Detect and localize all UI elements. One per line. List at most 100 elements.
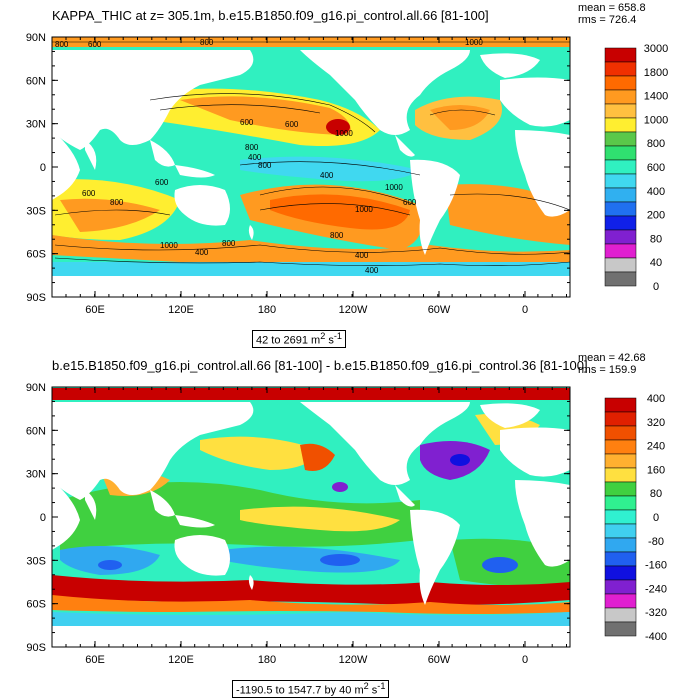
panel2-colorbar-labels: 400 320 240 160 80 0 -80 -160 -240 -320 -400 bbox=[645, 393, 667, 643]
colorbar-label: -400 bbox=[645, 631, 667, 643]
colorbar-label: -320 bbox=[645, 607, 667, 619]
contour-label: 400 bbox=[248, 153, 262, 162]
lon-tick-label: 60W bbox=[428, 654, 451, 666]
panel1-range-label: 42 to 2691 m2 s-1 bbox=[252, 330, 347, 348]
colorbar-swatch bbox=[604, 173, 637, 189]
colorbar-label: 320 bbox=[647, 417, 665, 429]
lat-tick-label: 90S bbox=[26, 292, 46, 304]
lon-tick-label: 120W bbox=[339, 304, 368, 316]
panel1-stats: mean = 658.8 rms = 726.4 bbox=[578, 2, 646, 26]
lat-tick-label: 90N bbox=[26, 32, 46, 44]
panel1-colorbar bbox=[604, 47, 637, 287]
contour-label: 800 bbox=[200, 38, 214, 47]
land-masses bbox=[52, 50, 570, 297]
colorbar-swatch bbox=[604, 243, 637, 259]
colorbar-swatch bbox=[604, 131, 637, 147]
range-text: s bbox=[325, 334, 334, 347]
colorbar-label: -80 bbox=[648, 536, 664, 548]
lat-tick-label: 60N bbox=[26, 75, 46, 87]
contour-label: 1000 bbox=[160, 241, 178, 250]
contour-label: 1000 bbox=[335, 129, 353, 138]
colorbar-swatch bbox=[604, 579, 637, 595]
contour-label: 800 bbox=[245, 143, 259, 152]
colorbar-swatch bbox=[604, 47, 637, 63]
panel2-lat-labels: 90N 60N 30N 0 30S 60S 90S bbox=[26, 382, 46, 654]
colorbar-swatch bbox=[604, 257, 637, 273]
contour-label: 800 bbox=[222, 239, 236, 248]
colorbar-label: 3000 bbox=[644, 43, 668, 55]
range-text: -1190.5 to 1547.7 by 40 m bbox=[236, 684, 364, 697]
contour-label: 600 bbox=[285, 120, 299, 129]
range-text: s bbox=[368, 684, 378, 697]
colorbar-label: 0 bbox=[653, 281, 659, 293]
colorbar-swatch bbox=[604, 467, 637, 483]
contour-label: 400 bbox=[320, 171, 334, 180]
colorbar-swatch bbox=[604, 229, 637, 245]
lon-tick-label: 120W bbox=[339, 654, 368, 666]
contour-label: 600 bbox=[82, 189, 96, 198]
colorbar-label: 1400 bbox=[644, 91, 668, 103]
lon-tick-label: 180 bbox=[258, 654, 276, 666]
colorbar-label: 800 bbox=[647, 138, 665, 150]
panel2-map: 90N 60N 30N 0 30S 60S 90S 60E 120E 180 120W 60W 0 4… bbox=[26, 382, 667, 666]
lon-tick-label: 60W bbox=[428, 304, 451, 316]
colorbar-label: 200 bbox=[647, 210, 665, 222]
lon-tick-label: 120E bbox=[168, 654, 194, 666]
colorbar-swatch bbox=[604, 411, 637, 427]
lon-tick-label: 0 bbox=[522, 304, 528, 316]
colorbar-swatch bbox=[604, 509, 637, 525]
panel1-lon-labels: 60E 120E 180 120W 60W 0 bbox=[85, 304, 528, 316]
lat-tick-label: 90S bbox=[26, 642, 46, 654]
contour-label: 600 bbox=[155, 178, 169, 187]
colorbar-swatch bbox=[604, 61, 637, 77]
contour-label: 1000 bbox=[465, 38, 483, 47]
panel-difference: b.e15.B1850.f09_g16.pi_control.all.66 [8… bbox=[0, 350, 700, 700]
colorbar-label: 80 bbox=[650, 488, 662, 500]
range-sup: -1 bbox=[333, 331, 343, 341]
lat-tick-label: 30S bbox=[26, 205, 46, 217]
colorbar-label: 1000 bbox=[644, 114, 668, 126]
panel1-title: KAPPA_THIC at z= 305.1m, b.e15.B1850.f09… bbox=[52, 8, 489, 23]
contour-lines bbox=[52, 41, 571, 266]
colorbar-swatch bbox=[604, 621, 637, 637]
lon-tick-label: 180 bbox=[258, 304, 276, 316]
lat-tick-label: 60S bbox=[26, 249, 46, 261]
lat-tick-label: 30N bbox=[26, 119, 46, 131]
lat-tick-label: 90N bbox=[26, 382, 46, 394]
colorbar-swatch bbox=[604, 187, 637, 203]
range-text: 42 to 2691 m bbox=[256, 334, 321, 347]
contour-label: 800 bbox=[258, 161, 272, 170]
lon-tick-label: 60E bbox=[85, 304, 105, 316]
range-sup: 2 bbox=[363, 681, 369, 691]
contour-label: 1000 bbox=[355, 205, 373, 214]
colorbar-swatch bbox=[604, 201, 637, 217]
colorbar-label: 600 bbox=[647, 162, 665, 174]
contour-label: 600 bbox=[403, 198, 417, 207]
colorbar-label: -160 bbox=[645, 560, 667, 572]
colorbar-swatch bbox=[604, 271, 637, 287]
contour-label: 800 bbox=[110, 198, 124, 207]
panel2-mean: mean = 42.68 bbox=[578, 352, 646, 364]
colorbar-swatch bbox=[604, 425, 637, 441]
panel2-rms: rms = 159.9 bbox=[578, 364, 637, 376]
colorbar-label: 160 bbox=[647, 464, 665, 476]
panel2-colorbar bbox=[604, 397, 637, 637]
panel1-rms: rms = 726.4 bbox=[578, 14, 637, 26]
colorbar-swatch bbox=[604, 215, 637, 231]
contour-labels: 800 600 800 600 1000 1000 600 800 400 80… bbox=[55, 38, 483, 275]
contour-label: 1000 bbox=[385, 183, 403, 192]
colorbar-swatch bbox=[604, 565, 637, 581]
colorbar-swatch bbox=[604, 89, 637, 105]
colorbar-swatch bbox=[604, 453, 637, 469]
colorbar-label: 1800 bbox=[644, 67, 668, 79]
panel2-stats: mean = 42.68 rms = 159.9 bbox=[578, 352, 646, 376]
panel1-mean: mean = 658.8 bbox=[578, 2, 646, 14]
colorbar-label: 240 bbox=[647, 441, 665, 453]
colorbar-swatch bbox=[604, 145, 637, 161]
contour-label: 600 bbox=[88, 40, 102, 49]
range-sup: -1 bbox=[377, 681, 386, 691]
contour-label: 400 bbox=[355, 251, 369, 260]
colorbar-swatch bbox=[604, 551, 637, 567]
panel1-lat-labels: 90N 60N 30N 0 30S 60S 90S bbox=[26, 32, 46, 304]
